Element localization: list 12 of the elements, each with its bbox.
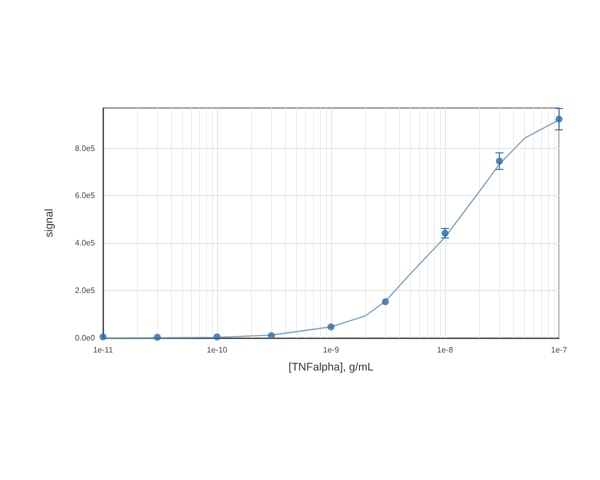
x-axis-title: [TNFalpha], g/mL — [288, 362, 374, 374]
y-axis-title: signal — [44, 208, 56, 238]
x-tick-label: 1e-9 — [322, 346, 340, 354]
y-tick-label: 0.0e0 — [74, 334, 96, 342]
x-tick-label: 1e-7 — [550, 346, 568, 354]
y-tick-label: 6.0e5 — [74, 191, 96, 200]
y-tick-label: 8.0e5 — [74, 144, 96, 153]
y-tick-label: 2.0e5 — [74, 286, 96, 296]
x-tick-label: 1e-10 — [206, 346, 228, 354]
x-tick-label: 1e-8 — [436, 346, 454, 354]
y-tick-label: 4.0e5 — [74, 238, 96, 248]
x-tick-label: 1e-11 — [93, 346, 114, 354]
